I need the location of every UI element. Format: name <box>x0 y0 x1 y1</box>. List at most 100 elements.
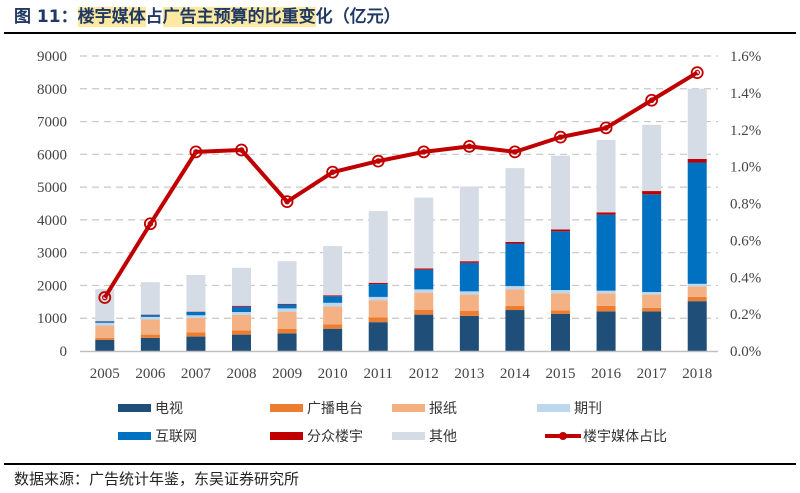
legend-label: 其他 <box>429 429 457 445</box>
bar-segment <box>368 211 388 283</box>
x-tick-label: 2017 <box>637 366 668 382</box>
bar-segment <box>323 246 343 296</box>
legend-swatch <box>537 404 570 412</box>
bar-segment <box>414 269 434 290</box>
y-tick-label: 7000 <box>37 115 67 131</box>
bar-segment <box>140 319 160 335</box>
figure-title: 图 11：楼宇媒体占广告主预算的比重变化（亿元） <box>14 4 401 30</box>
x-tick-label: 2009 <box>272 366 302 382</box>
bar-stack-2007 <box>186 274 206 351</box>
bar-stack-2010 <box>323 246 343 351</box>
bar-segment <box>277 304 297 309</box>
bar-segment <box>551 229 570 232</box>
share-line-marker-inner <box>375 158 382 164</box>
bar-segment <box>459 294 479 312</box>
bar-segment <box>459 261 479 263</box>
left-axis-ticks: 0 1000 2000 3000 4000 5000 6000 7000 8000 9000 <box>37 49 67 360</box>
bar-segment <box>596 305 616 312</box>
y2-tick-label: 0.8% <box>730 197 761 213</box>
bar-stack-2008 <box>232 267 251 351</box>
y2-tick-label: 1.4% <box>730 86 761 102</box>
bar-segment <box>368 282 388 285</box>
bar-segment <box>368 296 388 301</box>
x-tick-label: 2012 <box>409 366 439 382</box>
bar-stack-2012 <box>414 197 434 351</box>
share-line-marker <box>280 195 294 209</box>
top-rule <box>4 32 796 34</box>
x-tick-label: 2018 <box>682 366 712 382</box>
bar-segment <box>596 293 616 306</box>
bar-segment <box>186 311 206 316</box>
bar-segment <box>323 296 343 303</box>
y-tick-label: 8000 <box>37 82 67 98</box>
bar-segment <box>505 286 525 290</box>
bar-segment <box>95 325 115 338</box>
bar-segment <box>551 155 570 230</box>
legend-item: 楼宇媒体占比 <box>545 429 667 445</box>
bar-segment <box>95 322 115 326</box>
y-tick-label: 4000 <box>37 213 67 229</box>
bar-segment <box>687 162 707 284</box>
x-tick-label: 2015 <box>546 366 576 382</box>
bar-segment <box>551 310 570 314</box>
share-line-marker-inner <box>694 69 701 76</box>
bar-segment <box>95 339 115 351</box>
share-line-marker-inner <box>238 147 245 153</box>
title-text-4: 化（亿元） <box>315 7 401 27</box>
y-tick-label: 0 <box>60 344 68 360</box>
share-line-marker-inner <box>557 134 564 140</box>
share-line-marker-inner <box>420 149 427 155</box>
share-line-path <box>103 70 699 299</box>
bar-segment <box>687 296 707 302</box>
right-axis-ticks: 0.0% 0.2% 0.4% 0.6% 0.8% 1.0% 1.2% 1.4% 1.6% <box>730 49 761 360</box>
legend-item: 其他 <box>392 429 457 445</box>
share-line-marker-inner <box>603 125 609 131</box>
legend-swatch <box>118 432 151 440</box>
x-axis-ticks: 2005 2006 2007 2008 2009 2010 2011 2012 2013 2014… <box>90 366 712 382</box>
bar-segment <box>505 243 525 287</box>
legend-item: 电视 <box>118 401 183 417</box>
legend-label: 广播电台 <box>307 401 363 417</box>
x-tick-label: 2011 <box>363 366 392 382</box>
share-line-marker <box>371 154 385 168</box>
bar-stack-2016 <box>596 139 616 351</box>
bar-segment <box>232 311 251 315</box>
bar-segment <box>232 305 251 307</box>
bar-segment <box>642 124 662 192</box>
bar-stack-2011 <box>368 211 388 351</box>
legend-item: 分众楼宇 <box>270 429 363 445</box>
share-line-marker <box>645 93 659 107</box>
bar-segment <box>277 308 297 312</box>
bar-segment <box>186 317 206 333</box>
y2-tick-label: 0.6% <box>730 233 761 249</box>
share-line-marker <box>417 145 431 159</box>
legend-swatch <box>118 404 151 412</box>
legend-line-marker <box>559 432 567 440</box>
share-line-marker-inner <box>512 149 518 155</box>
bar-segment <box>459 315 479 351</box>
bar-segment <box>642 307 662 312</box>
bar-segment <box>368 317 388 323</box>
title-text-2: 占 <box>145 7 163 27</box>
bottom-rule <box>4 463 796 465</box>
bar-segment <box>140 337 160 351</box>
bar-segment <box>186 274 206 312</box>
bar-stack-2018 <box>687 88 707 351</box>
bar-segment <box>323 306 343 325</box>
bar-segment <box>186 336 206 351</box>
bar-segment <box>551 313 570 351</box>
bar-segment <box>277 261 297 304</box>
legend-item: 报纸 <box>392 401 457 417</box>
bar-segment <box>459 262 479 292</box>
bar-segment <box>687 158 707 163</box>
share-line-marker <box>326 165 340 179</box>
share-line-marker-inner <box>147 220 154 227</box>
bar-segment <box>459 186 479 262</box>
bar-segment <box>323 295 343 297</box>
bar-segment <box>368 300 388 318</box>
bar-segment <box>596 290 616 294</box>
bar-segment <box>186 332 206 337</box>
legend-item: 互联网 <box>118 429 197 445</box>
bar-segment <box>140 334 160 338</box>
